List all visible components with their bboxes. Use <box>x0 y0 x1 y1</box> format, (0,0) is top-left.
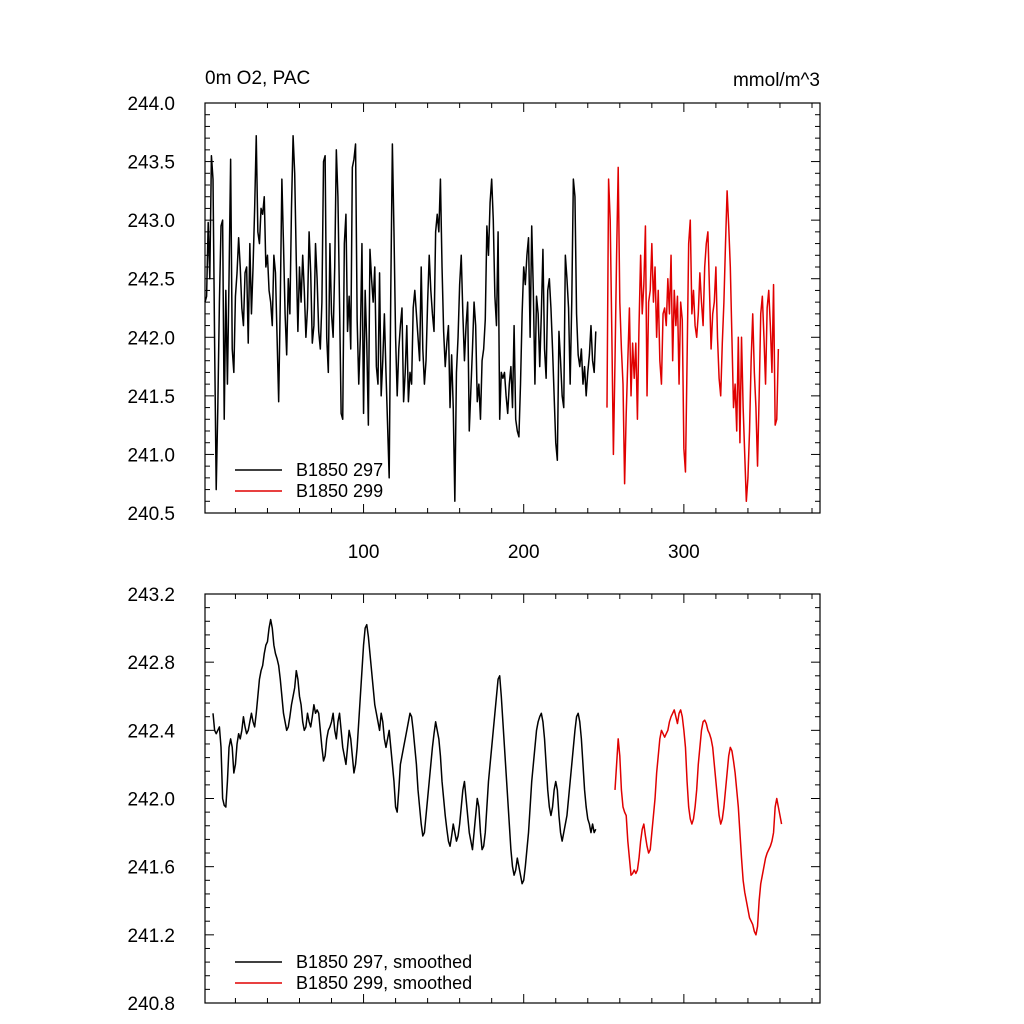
bottom-x-ticks <box>234 594 813 1003</box>
y-tick-label: 242.0 <box>127 328 175 349</box>
y-tick-label: 243.5 <box>127 153 175 174</box>
bottom-plot-frame <box>204 593 821 1004</box>
series-line-b1850-299 <box>606 166 780 503</box>
top-plot-frame <box>204 102 821 514</box>
y-tick-label: 241.5 <box>127 387 175 408</box>
y-tick-label: 243.0 <box>127 211 175 232</box>
x-tick-label: 200 <box>508 542 540 563</box>
top-series-group <box>204 135 780 503</box>
y-tick-label: 241.2 <box>127 926 175 947</box>
series-line-b1850-297 <box>204 135 597 503</box>
bottom-legend: B1850 297, smoothed B1850 299, smoothed <box>235 952 472 993</box>
y-tick-label: 242.4 <box>127 721 175 742</box>
legend-label-b1850-297: B1850 297 <box>296 460 383 480</box>
y-tick-label: 240.5 <box>127 504 175 525</box>
top-panel: 0m O2, PAC mmol/m^3 240.5 241.0 241.5 242.0… <box>127 68 821 563</box>
bottom-y-ticks: 240.8 241.2 241.6 242.0 242.4 242.8 243.2 <box>127 585 820 1015</box>
legend-label-b1850-297-smoothed: B1850 297, smoothed <box>296 952 472 972</box>
top-plot-title: 0m O2, PAC <box>205 68 310 89</box>
y-tick-label: 240.8 <box>127 994 175 1015</box>
top-x-ticks: 100 200 300 <box>234 103 813 563</box>
top-legend: B1850 297 B1850 299 <box>235 460 383 501</box>
top-plot-units: mmol/m^3 <box>733 70 820 91</box>
legend-label-b1850-299-smoothed: B1850 299, smoothed <box>296 973 472 993</box>
y-tick-label: 241.6 <box>127 858 175 879</box>
y-tick-label: 243.2 <box>127 585 175 606</box>
x-tick-label: 300 <box>668 542 700 563</box>
y-tick-label: 242.0 <box>127 790 175 811</box>
y-tick-label: 242.8 <box>127 653 175 674</box>
series-line-b1850-297-smoothed <box>212 618 597 885</box>
y-tick-label: 241.0 <box>127 445 175 466</box>
y-tick-label: 244.0 <box>127 94 175 115</box>
bottom-panel: 240.8 241.2 241.6 242.0 242.4 242.8 243.2 B185… <box>127 585 821 1015</box>
series-line-b1850-299-smoothed <box>614 709 783 936</box>
bottom-series-group <box>212 618 783 936</box>
top-y-ticks: 240.5 241.0 241.5 242.0 242.5 243.0 243.5 244.0 <box>127 94 820 525</box>
x-tick-label: 100 <box>348 542 380 563</box>
legend-label-b1850-299: B1850 299 <box>296 481 383 501</box>
y-tick-label: 242.5 <box>127 270 175 291</box>
